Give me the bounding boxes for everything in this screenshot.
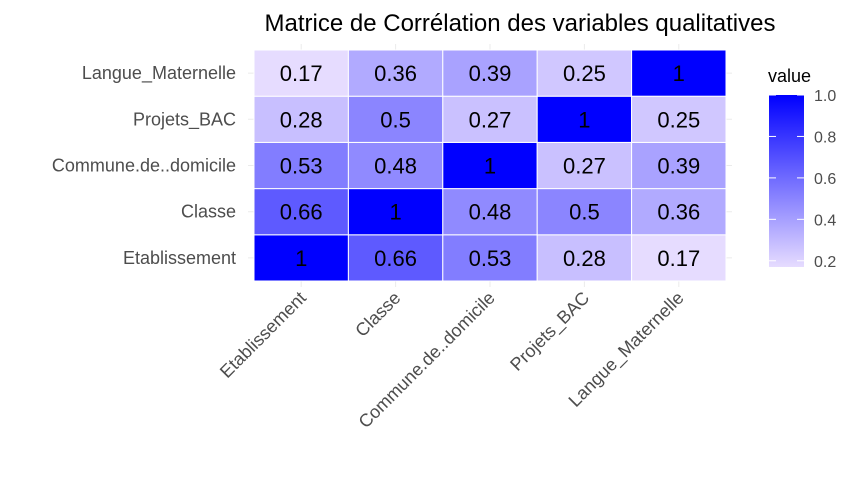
heatmap-cell: [253, 188, 349, 236]
cell-value-label: 0.48: [469, 200, 512, 225]
cell-value-label: 0.66: [280, 200, 323, 225]
cell-value-label: 0.17: [657, 246, 700, 271]
cell-value-label: 1: [484, 154, 496, 179]
heatmap-cell: [347, 234, 444, 282]
legend-colorbar: [769, 95, 804, 267]
heatmap-cell: [442, 49, 538, 97]
heatmap-cell: [347, 188, 444, 236]
heatmap-cell: [631, 234, 727, 282]
cell-value-label: 0.39: [469, 61, 512, 86]
heatmap-cell: [253, 95, 349, 143]
cell-value-label: 0.53: [280, 154, 323, 179]
cell-value-label: 0.36: [374, 61, 417, 86]
cell-value-label: 0.66: [374, 246, 417, 271]
heatmap-cells: [253, 49, 727, 282]
y-tick-label: Etablissement: [123, 248, 236, 268]
cell-value-label: 1: [673, 61, 685, 86]
y-tick-label: Classe: [181, 202, 236, 222]
x-tick-label: Projets_BAC: [506, 288, 594, 376]
heatmap-cell: [253, 141, 349, 190]
heatmap-cell: [253, 49, 349, 97]
legend-tick-label: 1.0: [814, 88, 836, 105]
heatmap-cell: [442, 234, 538, 282]
cell-value-label: 0.27: [563, 154, 606, 179]
cell-value-label: 0.28: [280, 107, 323, 132]
heatmap-cell: [631, 188, 727, 236]
y-tick-label: Commune.de..domicile: [52, 156, 236, 176]
legend-title: value: [768, 66, 811, 86]
cell-value-label: 0.25: [563, 61, 606, 86]
y-axis: Etablissement Classe Commune.de..domicile P…: [52, 63, 236, 268]
legend: value 0.2 0.4 0.6 0.8 1.0: [768, 66, 836, 271]
cell-value-label: 0.28: [563, 246, 606, 271]
heatmap-cell: [347, 95, 444, 143]
y-tick-label: Projets_BAC: [133, 109, 236, 130]
cell-value-label: 0.53: [469, 246, 512, 271]
heatmap-cell: [536, 234, 633, 282]
legend-tick-label: 0.8: [814, 129, 836, 146]
heatmap-cell: [631, 95, 727, 143]
cell-value-label: 1: [389, 200, 401, 225]
legend-tick-label: 0.6: [814, 171, 836, 188]
x-tick-label: Classe: [351, 288, 404, 341]
heatmap-cell: [442, 141, 538, 190]
y-tick-label: Langue_Maternelle: [82, 63, 236, 84]
cell-labels: 1 0.66 0.53 0.28 0.17 0.66 1 0.48 0.5 0.36 0.53 0.4…: [280, 61, 700, 271]
legend-tick-label: 0.2: [814, 254, 836, 271]
heatmap-cell: [347, 141, 444, 190]
cell-value-label: 1: [578, 107, 590, 132]
heatmap-cell: [536, 49, 633, 97]
cell-value-label: 0.5: [569, 200, 600, 225]
cell-value-label: 0.39: [657, 154, 700, 179]
cell-value-label: 0.25: [657, 107, 700, 132]
heatmap-cell: [442, 188, 538, 236]
cell-value-label: 0.36: [657, 200, 700, 225]
cell-value-label: 0.17: [280, 61, 323, 86]
cell-value-label: 0.48: [374, 154, 417, 179]
heatmap-cell: [631, 49, 727, 97]
cell-value-label: 1: [295, 246, 307, 271]
chart-title: Matrice de Corrélation des variables qua…: [265, 10, 776, 37]
x-tick-label: Etablissement: [216, 288, 310, 382]
legend-tick-label: 0.4: [814, 212, 836, 229]
cell-value-label: 0.27: [469, 107, 512, 132]
heatmap-cell: [536, 188, 633, 236]
cell-value-label: 0.5: [380, 107, 411, 132]
